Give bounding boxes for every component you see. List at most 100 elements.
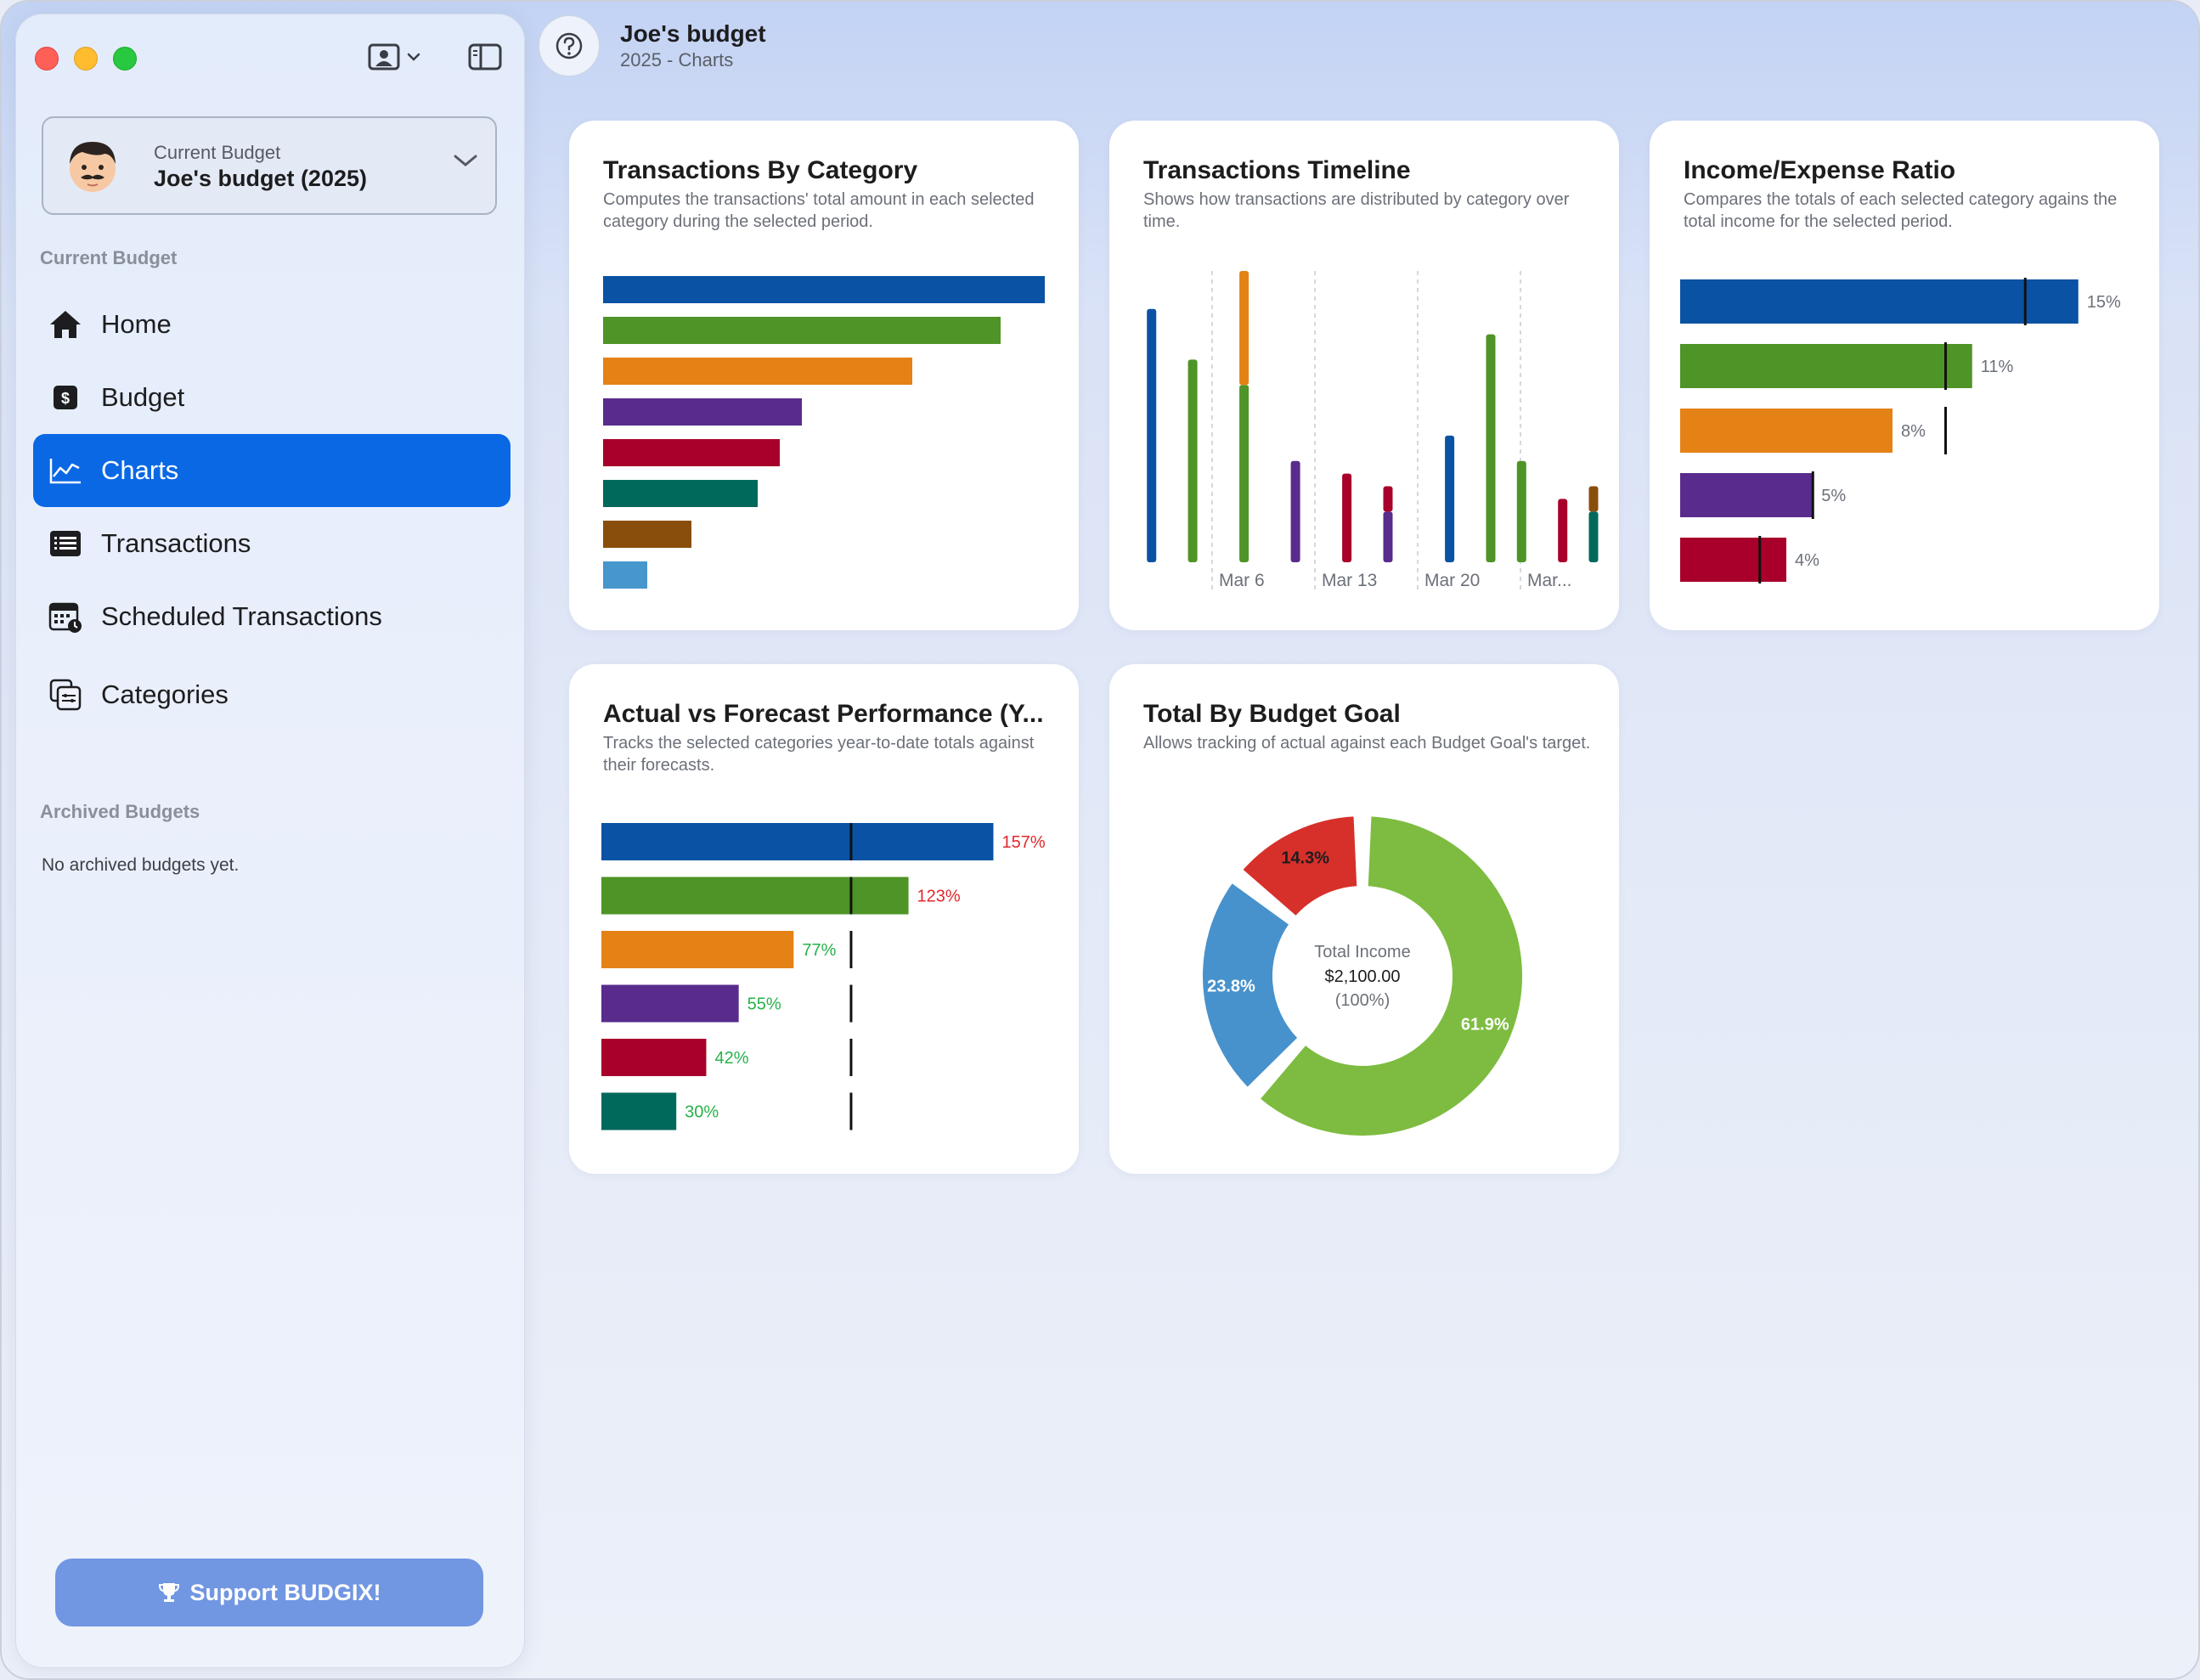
transactions-timeline-chart: Mar 6 Mar 13 Mar 20 Mar... [1147,271,1599,592]
slice-label: 23.8% [1207,978,1255,996]
page-subtitle: 2025 - Charts [620,49,734,70]
sidebar-item-label: Budget [101,382,185,412]
bar [603,521,691,548]
data-label: 5% [1821,487,1846,505]
sidebar-icon [468,43,502,70]
card-income-expense-ratio[interactable]: Income/Expense Ratio Compares the totals… [1650,121,2159,630]
card-actual-vs-forecast[interactable]: Actual vs Forecast Performance (Y... Tra… [569,664,1079,1174]
window-controls [35,47,137,70]
avatar [70,142,116,192]
toggle-sidebar-button[interactable] [468,43,502,70]
sidebar-item-label: Home [101,309,172,339]
bar [603,439,780,466]
archived-empty-text: No archived budgets yet. [42,855,240,875]
card-transactions-timeline[interactable]: Transactions Timeline Shows how transact… [1109,121,1619,630]
chevron-down-icon [407,53,420,61]
bar-segment [1187,359,1198,562]
x-tick-label: Mar... [1527,571,1572,590]
page-title: Joe's budget [620,20,766,47]
card-description: Tracks the selected categories year-to-d… [603,734,1035,775]
data-label: 15% [2087,293,2121,312]
actual-vs-forecast-chart: 157% 123% 77% 55% 42% 30% [601,823,1046,1130]
bar [603,358,912,385]
bar-segment [1239,385,1249,562]
current-budget-section-title: Current Budget [40,247,178,268]
budget-picker-value: Joe's budget (2025) [154,166,367,191]
sidebar: Current Budget Joe's budget (2025) Curre… [15,14,525,1668]
sidebar-item-label: Scheduled Transactions [101,601,382,631]
bar-segment [1383,486,1393,512]
question-mark-icon [556,32,583,59]
card-description: Computes the transactions' total amount … [603,190,1035,231]
card-description: Compares the totals of each selected cat… [1684,190,2118,231]
sidebar-item-label: Transactions [101,528,251,558]
bar [603,398,802,426]
data-label: 157% [1001,833,1045,852]
data-label: 55% [747,995,781,1014]
bar-segment [1516,460,1526,562]
bar [1680,279,2079,324]
data-label: 8% [1901,422,1926,441]
bar [603,561,647,589]
bar-segment [1342,473,1352,562]
help-button[interactable] [539,15,600,76]
sidebar-item-scheduled-transactions[interactable]: Scheduled Transactions [33,580,511,653]
pie-slice [1238,813,1361,920]
card-description: Allows tracking of actual against each B… [1143,734,1591,753]
support-label: Support BUDGIX! [189,1579,381,1605]
bar [1680,473,1814,517]
slice-label: 14.3% [1281,848,1329,867]
person-card-icon [368,43,400,70]
bar [601,984,739,1023]
data-label: 4% [1795,551,1819,570]
bar-segment [1486,334,1496,562]
minimize-window-button[interactable] [74,47,98,70]
archived-budgets-section-title: Archived Budgets [40,801,200,822]
card-description: Shows how transactions are distributed b… [1143,190,1570,231]
sidebar-item-categories[interactable]: Categories [33,658,511,731]
chevron-down-icon [454,155,477,166]
sidebar-item-label: Categories [101,679,228,709]
data-label: 77% [802,941,836,960]
data-label: 42% [714,1049,748,1068]
donut-center-value: $2,100.00 [1325,967,1401,986]
bar [1680,344,1972,388]
bar-segment [1239,271,1249,386]
house-icon [48,307,82,341]
budget-picker[interactable]: Current Budget Joe's budget (2025) [42,116,497,215]
bar [601,931,794,968]
close-window-button[interactable] [35,47,59,70]
bar [1680,409,1893,453]
bar-segment [1558,499,1568,562]
x-tick-label: Mar 6 [1219,571,1265,590]
list-icon [48,527,82,561]
account-menu-button[interactable] [368,43,420,70]
sidebar-item-label: Charts [101,455,179,485]
zoom-window-button[interactable] [113,47,137,70]
categories-icon [48,678,82,712]
bar [1680,538,1786,582]
sidebar-item-transactions[interactable]: Transactions [33,507,511,580]
card-transactions-by-category[interactable]: Transactions By Category Computes the tr… [569,121,1079,630]
bar-segment [1290,460,1300,562]
transactions-by-category-chart [603,276,1045,589]
bar-segment [1383,511,1393,562]
budget-picker-label: Current Budget [154,142,281,163]
pie-slice [1199,879,1301,1091]
sidebar-item-budget[interactable]: $ Budget [33,361,511,434]
bar [603,480,758,507]
data-label: 123% [917,888,961,906]
x-tick-label: Mar 20 [1424,571,1480,590]
sidebar-item-charts[interactable]: Charts [33,434,511,507]
svg-text:$: $ [61,390,70,407]
bar [601,823,994,860]
donut-center-percent: (100%) [1335,991,1390,1010]
calendar-clock-icon [48,600,82,634]
chart-line-icon [48,454,82,488]
bar-segment [1588,486,1599,512]
sidebar-item-home[interactable]: Home [33,288,511,361]
card-total-by-budget-goal[interactable]: Total By Budget Goal Allows tracking of … [1109,664,1619,1174]
donut-center-label: Total Income [1314,943,1410,961]
support-button[interactable]: Support BUDGIX! [55,1559,483,1626]
dollar-icon: $ [48,381,82,414]
